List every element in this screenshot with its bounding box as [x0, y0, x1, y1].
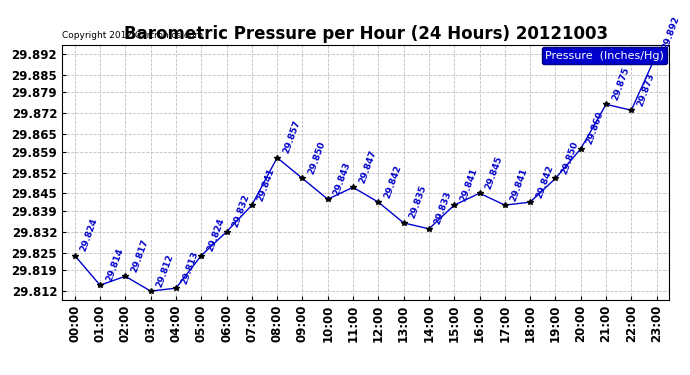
Text: 29.814: 29.814 [104, 246, 125, 282]
Text: 29.843: 29.843 [332, 160, 353, 196]
Text: 29.842: 29.842 [382, 164, 403, 200]
Text: 29.835: 29.835 [408, 184, 428, 220]
Text: 29.813: 29.813 [180, 250, 201, 285]
Text: 29.892: 29.892 [661, 15, 681, 51]
Text: 29.850: 29.850 [560, 140, 580, 176]
Text: 29.832: 29.832 [230, 193, 251, 229]
Text: 29.860: 29.860 [585, 110, 605, 146]
Text: 29.875: 29.875 [610, 66, 631, 102]
Text: 29.824: 29.824 [79, 217, 99, 253]
Legend: Pressure  (Inches/Hg): Pressure (Inches/Hg) [542, 47, 667, 64]
Text: 29.841: 29.841 [458, 166, 479, 202]
Text: Copyright 2012 Cartronics.com: Copyright 2012 Cartronics.com [62, 31, 204, 40]
Text: 29.824: 29.824 [206, 217, 226, 253]
Text: 29.841: 29.841 [256, 166, 277, 202]
Text: 29.857: 29.857 [282, 119, 302, 155]
Text: 29.812: 29.812 [155, 253, 175, 288]
Text: 29.842: 29.842 [534, 164, 555, 200]
Text: 29.850: 29.850 [306, 140, 327, 176]
Text: 29.847: 29.847 [357, 148, 377, 184]
Text: 29.841: 29.841 [509, 166, 529, 202]
Text: 29.817: 29.817 [130, 238, 150, 273]
Text: 29.873: 29.873 [635, 72, 656, 108]
Text: 29.845: 29.845 [484, 154, 504, 190]
Text: 29.833: 29.833 [433, 190, 453, 226]
Title: Barometric Pressure per Hour (24 Hours) 20121003: Barometric Pressure per Hour (24 Hours) … [124, 26, 608, 44]
